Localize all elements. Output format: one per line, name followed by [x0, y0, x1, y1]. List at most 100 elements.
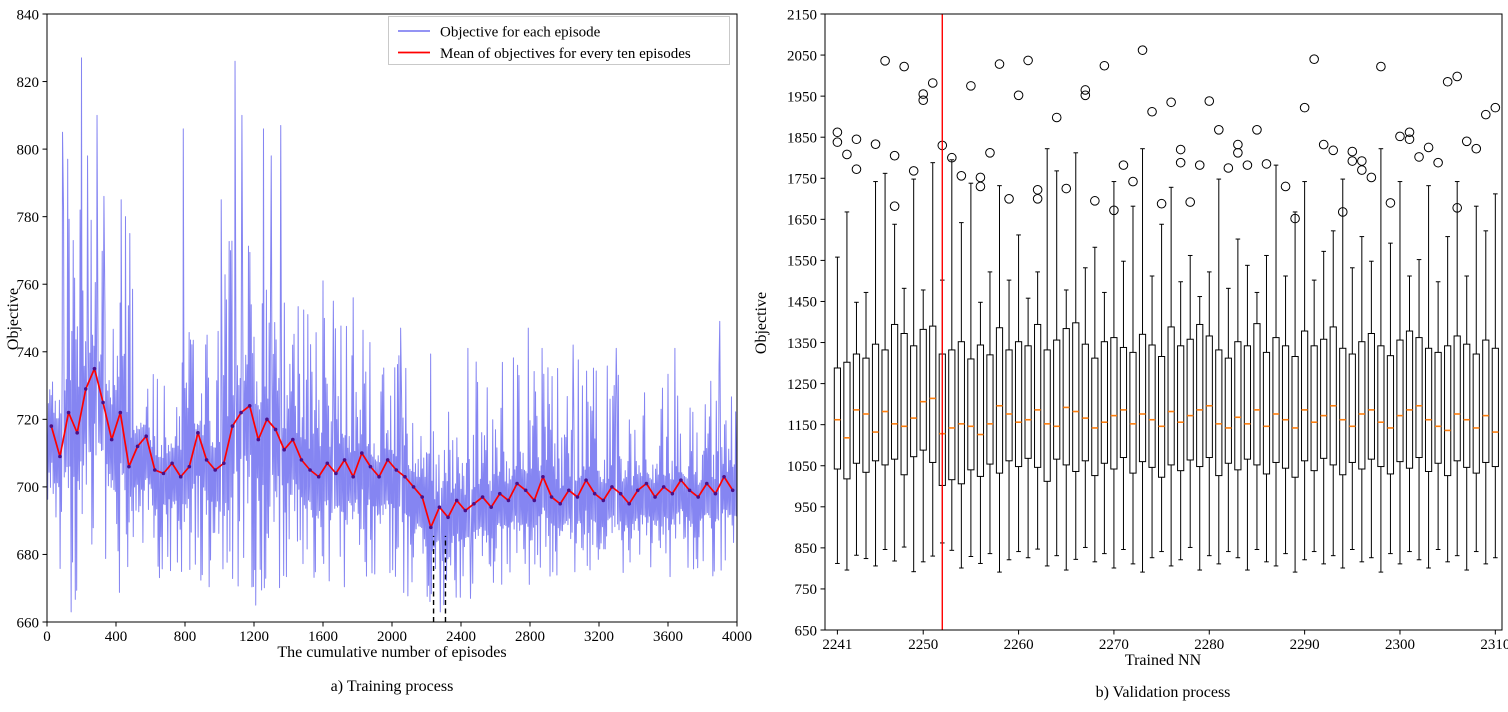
mean-marker [610, 485, 614, 489]
outlier-point [927, 78, 938, 88]
box [1119, 346, 1128, 459]
outlier-point [851, 164, 862, 175]
mean-marker [411, 485, 416, 489]
outlier-point [1471, 143, 1482, 154]
box [833, 367, 841, 470]
box [1377, 345, 1385, 468]
outlier-point [1128, 176, 1138, 187]
boxplot-nn-2305 [1442, 76, 1453, 563]
box [1224, 357, 1232, 464]
boxplot-nn-2243 [851, 134, 862, 556]
y-tick-label: 950 [795, 500, 818, 516]
box [1091, 357, 1099, 477]
box [871, 343, 880, 462]
boxplot-nn-2282 [1223, 163, 1234, 553]
outlier-point [1080, 90, 1091, 101]
legend: Objective for each episode Mean of object… [388, 16, 730, 65]
boxplot-nn-2308 [1471, 143, 1482, 553]
outlier-point [1061, 183, 1072, 194]
x-tick-label: 2400 [446, 629, 476, 645]
outlier-point [1175, 157, 1186, 168]
box [1024, 345, 1032, 459]
mean-marker [541, 474, 545, 479]
box [1148, 344, 1156, 468]
boxplot-nn-2295 [1347, 146, 1358, 551]
outlier-point [1261, 159, 1272, 169]
mean-marker [446, 515, 450, 520]
box [1072, 322, 1080, 472]
boxplot-nn-2284 [1242, 160, 1253, 571]
boxplot-nn-2289 [1290, 211, 1300, 573]
boxplot-nn-2255 [966, 81, 976, 557]
mean-marker [636, 488, 640, 493]
box [1053, 339, 1061, 460]
outlier-point [1442, 76, 1453, 87]
boxplot-nn-2291 [1309, 54, 1319, 553]
outlier-point [1357, 156, 1367, 166]
boxplot-nn-2256 [975, 172, 986, 564]
boxplot-nn-2283 [1233, 139, 1243, 559]
outlier-point [1032, 194, 1043, 204]
outlier-point [1290, 213, 1300, 224]
box [995, 327, 1004, 474]
box [1453, 335, 1461, 462]
y-tick-label: 680 [17, 548, 40, 564]
boxplot-nn-2257 [985, 148, 995, 555]
box [967, 358, 975, 471]
boxplot-nn-2249 [908, 166, 919, 573]
mean-marker [187, 464, 192, 469]
mean-marker [308, 468, 312, 472]
mean-marker [127, 464, 131, 469]
boxplot-nn-2251 [927, 78, 938, 557]
box [1434, 351, 1442, 464]
boxplot-nn-2298 [1376, 61, 1386, 573]
outlier-point [1461, 136, 1472, 147]
mean-marker [75, 431, 79, 435]
outlier-point [1480, 109, 1491, 120]
mean-marker [644, 481, 649, 486]
outlier-point [1328, 145, 1339, 156]
box [1272, 337, 1280, 463]
box [1301, 330, 1309, 462]
boxplot-nn-2272 [1128, 176, 1138, 565]
outlier-point [1433, 157, 1443, 168]
box [1262, 351, 1271, 475]
outlier-point [1137, 45, 1148, 55]
mean-marker [84, 387, 88, 391]
box [957, 341, 965, 485]
x-tick-label: 2300 [1385, 637, 1415, 653]
y-tick-label: 1650 [787, 213, 817, 229]
outlier-point [1366, 172, 1377, 183]
mean-marker [429, 525, 433, 530]
boxplot-nn-2266 [1072, 152, 1080, 560]
mean-marker [196, 431, 200, 435]
mean-marker [601, 498, 606, 503]
outlier-point [1233, 139, 1243, 150]
outlier-point [956, 171, 967, 181]
mean-marker [653, 495, 657, 499]
boxplot-nn-2293 [1328, 145, 1339, 557]
y-tick-label: 1350 [787, 336, 817, 352]
boxplot-nn-2296 [1357, 156, 1367, 563]
outlier-point [1233, 148, 1243, 158]
boxplot-nn-2268 [1090, 196, 1100, 563]
mean-marker [403, 474, 407, 479]
mean-marker [256, 437, 261, 442]
mean-marker [316, 474, 321, 479]
boxplot-nn-2267 [1080, 85, 1091, 548]
legend-entry-label: Mean of objectives for every ten episode… [440, 46, 691, 62]
outlier-point [994, 59, 1005, 69]
y-tick-label: 700 [17, 480, 40, 496]
y-tick-label: 1850 [787, 130, 817, 146]
mean-marker [705, 481, 709, 486]
x-tick-label: 2280 [1194, 637, 1224, 653]
mean-marker [325, 461, 330, 466]
y-tick-label: 2050 [787, 48, 817, 64]
box [1329, 326, 1337, 466]
outlier-point [1357, 165, 1367, 175]
box [910, 345, 918, 458]
box [862, 357, 870, 473]
box [1167, 326, 1175, 466]
mean-marker [523, 488, 528, 493]
boxplot-nn-2297 [1366, 172, 1377, 559]
